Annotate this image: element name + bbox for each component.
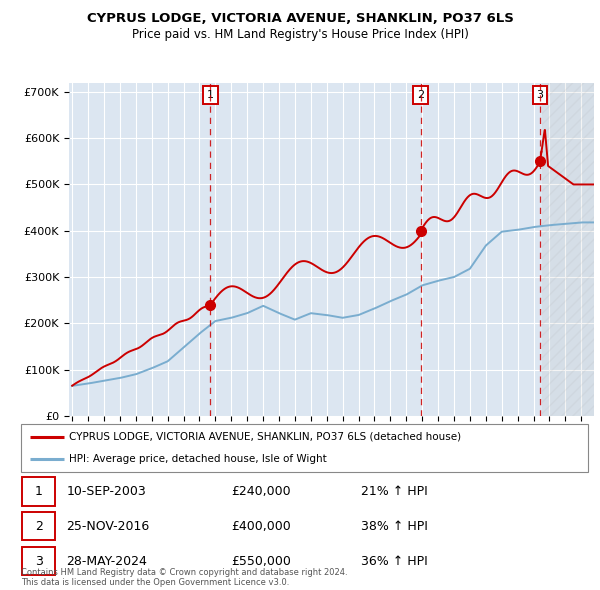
FancyBboxPatch shape	[22, 477, 55, 506]
Text: £550,000: £550,000	[231, 555, 290, 568]
Text: 28-MAY-2024: 28-MAY-2024	[67, 555, 147, 568]
Text: £400,000: £400,000	[231, 520, 290, 533]
Text: 21% ↑ HPI: 21% ↑ HPI	[361, 485, 428, 498]
FancyBboxPatch shape	[22, 547, 55, 575]
Text: 1: 1	[207, 90, 214, 100]
Text: 10-SEP-2003: 10-SEP-2003	[67, 485, 146, 498]
Text: 2: 2	[35, 520, 43, 533]
FancyBboxPatch shape	[22, 512, 55, 540]
Text: HPI: Average price, detached house, Isle of Wight: HPI: Average price, detached house, Isle…	[69, 454, 327, 464]
Text: 38% ↑ HPI: 38% ↑ HPI	[361, 520, 428, 533]
FancyBboxPatch shape	[21, 424, 588, 472]
Bar	[542, 83, 594, 416]
Text: 3: 3	[35, 555, 43, 568]
Text: CYPRUS LODGE, VICTORIA AVENUE, SHANKLIN, PO37 6LS: CYPRUS LODGE, VICTORIA AVENUE, SHANKLIN,…	[86, 12, 514, 25]
Text: 3: 3	[536, 90, 544, 100]
Text: CYPRUS LODGE, VICTORIA AVENUE, SHANKLIN, PO37 6LS (detached house): CYPRUS LODGE, VICTORIA AVENUE, SHANKLIN,…	[69, 432, 461, 442]
Text: 1: 1	[35, 485, 43, 498]
Text: 25-NOV-2016: 25-NOV-2016	[67, 520, 149, 533]
Text: Contains HM Land Registry data © Crown copyright and database right 2024.
This d: Contains HM Land Registry data © Crown c…	[21, 568, 347, 587]
Text: £240,000: £240,000	[231, 485, 290, 498]
Text: 2: 2	[417, 90, 424, 100]
Text: 36% ↑ HPI: 36% ↑ HPI	[361, 555, 428, 568]
Text: Price paid vs. HM Land Registry's House Price Index (HPI): Price paid vs. HM Land Registry's House …	[131, 28, 469, 41]
